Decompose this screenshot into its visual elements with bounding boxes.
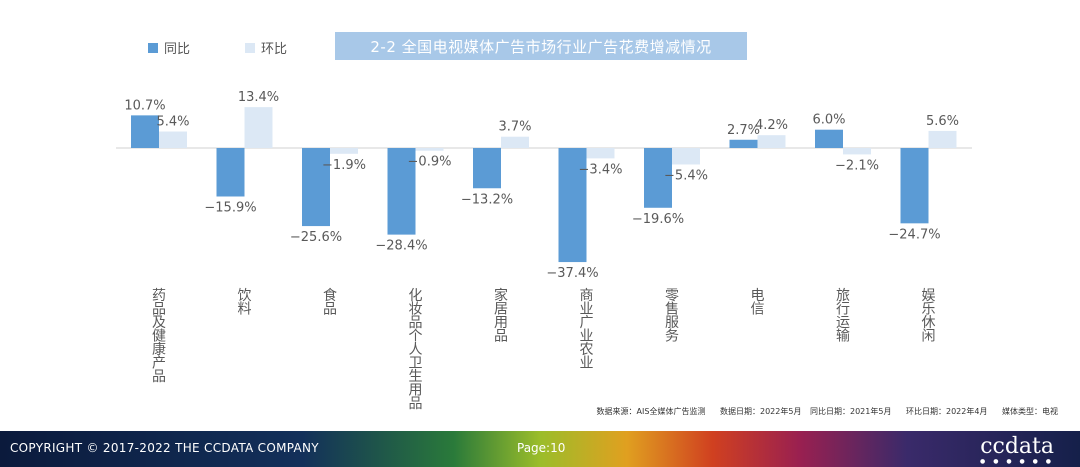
- category-label: 化妆品个人卫生用品: [409, 288, 423, 412]
- bar-yoy: [900, 148, 929, 224]
- bar-mom: [244, 107, 273, 148]
- ccdata-logo: ccdata: [980, 434, 1054, 459]
- data-label-yoy: −24.7%: [888, 227, 940, 242]
- data-label-mom: 13.4%: [238, 90, 279, 105]
- data-label-mom: 3.7%: [498, 120, 531, 135]
- bar-mom: [928, 130, 957, 148]
- bar-mom: [843, 148, 871, 155]
- data-label-yoy: −37.4%: [546, 266, 598, 281]
- legend-label-mom: 环比: [261, 42, 288, 57]
- data-date-text: 数据日期：2022年5月: [720, 407, 802, 416]
- bar-yoy: [558, 148, 587, 263]
- mom-date-text: 环比日期：2022年4月: [906, 407, 988, 416]
- category-label: 电信: [751, 288, 765, 318]
- legend-swatch-yoy: [148, 42, 158, 53]
- bar-yoy: [131, 115, 159, 148]
- category-label: 娱乐休闲: [922, 288, 936, 345]
- copyright-text: COPYRIGHT © 2017-2022 THE CCDATA COMPANY: [10, 441, 319, 455]
- legend-item-yoy: 同比: [148, 38, 190, 57]
- legend-item-mom: 环比: [245, 38, 287, 57]
- bar-mom: [501, 136, 529, 148]
- data-label-mom: −5.4%: [664, 168, 708, 183]
- data-label-mom: −1.9%: [322, 158, 366, 173]
- chart-title: 2-2 全国电视媒体广告市场行业广告花费增减情况: [335, 32, 747, 60]
- category-label: 旅行运输: [836, 288, 850, 345]
- logo-dots: ● ● ● ● ● ●: [980, 458, 1054, 465]
- data-label-mom: 5.6%: [926, 114, 959, 129]
- bar-yoy: [216, 148, 245, 197]
- bar-yoy: [644, 148, 672, 208]
- data-label-yoy: −19.6%: [632, 212, 684, 227]
- data-label-yoy: 6.0%: [812, 113, 845, 128]
- data-label-mom: −3.4%: [579, 162, 623, 177]
- category-label: 家居用品: [494, 287, 508, 345]
- category-label: 饮料: [238, 288, 252, 318]
- yoy-date-text: 同比日期：2021年5月: [810, 407, 892, 416]
- bar-yoy: [729, 139, 758, 148]
- data-label-mom: −0.9%: [408, 155, 452, 170]
- source-text: 数据来源：AIS全媒体广告监测: [596, 407, 706, 416]
- category-label: 药品及健康产品: [152, 288, 166, 385]
- data-label-yoy: −28.4%: [375, 239, 427, 254]
- footer-bar: COPYRIGHT © 2017-2022 THE CCDATA COMPANY…: [0, 431, 1080, 467]
- bar-mom: [159, 131, 187, 148]
- data-label-yoy: −15.9%: [204, 200, 256, 215]
- data-label-yoy: 2.7%: [727, 123, 760, 138]
- data-label-mom: 4.2%: [755, 118, 788, 133]
- bar-mom: [330, 148, 358, 154]
- bar-mom: [586, 148, 615, 159]
- data-label-mom: 5.4%: [156, 115, 189, 130]
- legend-label-yoy: 同比: [164, 42, 191, 57]
- bar-yoy: [387, 148, 416, 235]
- legend-swatch-mom: [245, 42, 255, 53]
- data-label-yoy: 10.7%: [124, 98, 165, 113]
- data-label-yoy: −13.2%: [461, 192, 513, 207]
- bar-mom: [757, 135, 786, 148]
- category-label: 商业广业农业: [580, 288, 594, 372]
- data-label-mom: −2.1%: [835, 158, 879, 173]
- bar-yoy: [815, 129, 843, 148]
- bar-yoy: [302, 148, 330, 227]
- category-label: 零售服务: [665, 288, 679, 345]
- data-label-yoy: −25.6%: [290, 230, 342, 245]
- source-note: 数据来源：AIS全媒体广告监测 数据日期：2022年5月 同比日期：2021年5…: [585, 406, 1058, 417]
- bar-chart: 10.7% 5.4% 药品及健康产品 −15.9% 13.4% 饮料 −25.6% −1.9%…: [116, 90, 972, 412]
- page-number: Page:10: [517, 441, 566, 455]
- media-type-text: 媒体类型：电视: [1002, 407, 1058, 416]
- bar-yoy: [473, 148, 501, 189]
- bar-mom: [415, 148, 444, 151]
- bar-mom: [672, 148, 700, 165]
- category-label: 食品: [323, 287, 337, 318]
